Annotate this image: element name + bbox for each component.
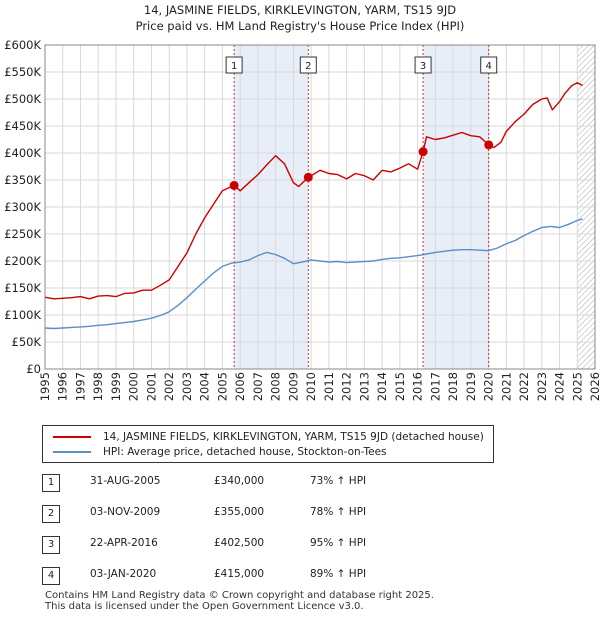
y-tick-label: £100K xyxy=(4,308,41,322)
sale-price: £355,000 xyxy=(214,506,265,518)
sale-hpi: 73% ↑ HPI xyxy=(310,475,367,487)
sale-marker-3 xyxy=(418,147,428,157)
legend-label-property: 14, JASMINE FIELDS, KIRKLEVINGTON, YARM,… xyxy=(103,431,484,443)
legend-item-hpi: HPI: Average price, detached house, Stoc… xyxy=(53,445,387,459)
x-tick-label: 1996 xyxy=(56,372,70,401)
x-tick-label: 2009 xyxy=(286,372,300,401)
sale-number: 2 xyxy=(42,505,60,523)
x-tick-label: 2024 xyxy=(553,372,567,401)
table-row: 3 22-APR-2016 £402,500 95% ↑ HPI xyxy=(42,533,462,564)
x-tick-label: 2010 xyxy=(304,372,318,401)
sales-table: 1 31-AUG-2005 £340,000 73% ↑ HPI 2 03-NO… xyxy=(42,471,462,595)
x-tick-label: 2001 xyxy=(144,372,158,401)
x-tick-label: 2013 xyxy=(357,372,371,401)
x-tick-label: 2011 xyxy=(322,372,336,401)
table-row: 2 03-NOV-2009 £355,000 78% ↑ HPI xyxy=(42,502,462,533)
footer-licence: This data is licensed under the Open Gov… xyxy=(45,601,364,612)
legend-swatch-property xyxy=(53,436,91,438)
y-tick-label: £300K xyxy=(4,200,41,214)
sale-number: 3 xyxy=(42,536,60,554)
x-tick-label: 2002 xyxy=(162,372,176,401)
x-tick-label: 2007 xyxy=(251,372,265,401)
y-tick-label: £200K xyxy=(4,254,41,268)
sale-price: £340,000 xyxy=(214,475,265,487)
legend: 14, JASMINE FIELDS, KIRKLEVINGTON, YARM,… xyxy=(42,425,494,463)
sale-marker-4 xyxy=(484,140,494,150)
legend-item-property: 14, JASMINE FIELDS, KIRKLEVINGTON, YARM,… xyxy=(53,430,484,444)
x-tick-label: 2003 xyxy=(180,372,194,401)
sale-label-box-4 xyxy=(480,56,498,74)
x-tick-label: 2018 xyxy=(446,372,460,401)
sale-price: £402,500 xyxy=(214,537,265,549)
x-tick-label: 2021 xyxy=(499,372,513,401)
x-tick-label: 2006 xyxy=(233,372,247,401)
sale-label-4: 4 xyxy=(486,61,492,72)
sale-marker-1 xyxy=(229,180,239,190)
plot-frame xyxy=(44,44,596,370)
sale-date: 31-AUG-2005 xyxy=(90,475,161,487)
x-tick-label: 2000 xyxy=(127,372,141,401)
sale-label-3: 3 xyxy=(420,61,426,72)
chart-title: 14, JASMINE FIELDS, KIRKLEVINGTON, YARM,… xyxy=(143,3,457,17)
x-tick-label: 2022 xyxy=(517,372,531,401)
y-tick-label: £150K xyxy=(4,281,41,295)
x-tick-label: 2026 xyxy=(588,372,600,401)
sale-date: 03-JAN-2020 xyxy=(90,568,157,580)
sale-number: 4 xyxy=(42,567,60,585)
footer: Contains HM Land Registry data © Crown c… xyxy=(45,590,434,612)
sale-number: 1 xyxy=(42,474,60,492)
sale-date: 22-APR-2016 xyxy=(90,537,158,549)
y-tick-label: £250K xyxy=(4,227,41,241)
sale-label-box-2 xyxy=(299,56,317,74)
x-tick-label: 2023 xyxy=(535,372,549,401)
sale-hpi: 95% ↑ HPI xyxy=(310,537,367,549)
price-chart: £0 £50K £100K £150K £200K £250K £300K £350K £400… xyxy=(4,38,600,401)
y-tick-label: £450K xyxy=(4,119,41,133)
x-tick-label: 2025 xyxy=(570,372,584,401)
x-tick-label: 1998 xyxy=(91,372,105,401)
sale-hpi: 78% ↑ HPI xyxy=(310,506,367,518)
y-tick-label: £600K xyxy=(4,38,41,52)
legend-swatch-hpi xyxy=(53,451,91,453)
x-tick-label: 2019 xyxy=(464,372,478,401)
x-tick-label: 1995 xyxy=(38,372,52,401)
x-tick-label: 2017 xyxy=(428,372,442,401)
table-row: 4 03-JAN-2020 £415,000 89% ↑ HPI xyxy=(42,564,462,595)
sale-label-2: 2 xyxy=(305,61,311,72)
x-tick-label: 1999 xyxy=(109,372,123,401)
y-tick-label: £500K xyxy=(4,92,41,106)
y-tick-label: £50K xyxy=(12,335,42,349)
x-tick-label: 2016 xyxy=(411,372,425,401)
footer-copyright: Contains HM Land Registry data © Crown c… xyxy=(45,590,434,601)
x-tick-label: 2012 xyxy=(340,372,354,401)
x-tick-label: 2014 xyxy=(375,372,389,401)
y-tick-label: £350K xyxy=(4,173,41,187)
x-tick-label: 2020 xyxy=(482,372,496,401)
y-tick-label: £400K xyxy=(4,146,41,160)
property-price-line xyxy=(44,82,583,300)
x-tick-label: 2015 xyxy=(393,372,407,401)
y-tick-label: £0 xyxy=(26,362,41,376)
sale-marker-2 xyxy=(303,172,313,182)
chart-subtitle: Price paid vs. HM Land Registry's House … xyxy=(135,19,465,33)
sale-date: 03-NOV-2009 xyxy=(90,506,161,518)
y-tick-label: £550K xyxy=(4,65,41,79)
sale-label-1: 1 xyxy=(231,61,237,72)
sale-hpi: 89% ↑ HPI xyxy=(310,568,367,580)
hpi-line xyxy=(44,218,583,330)
x-tick-label: 1997 xyxy=(73,372,87,401)
sale-label-box-3 xyxy=(414,56,432,74)
sale-label-box-1 xyxy=(225,56,243,74)
table-row: 1 31-AUG-2005 £340,000 73% ↑ HPI xyxy=(42,471,462,502)
x-tick-label: 2005 xyxy=(215,372,229,401)
legend-label-hpi: HPI: Average price, detached house, Stoc… xyxy=(103,446,387,458)
x-tick-label: 2008 xyxy=(269,372,283,401)
x-tick-label: 2004 xyxy=(198,372,212,401)
sale-price: £415,000 xyxy=(214,568,265,580)
